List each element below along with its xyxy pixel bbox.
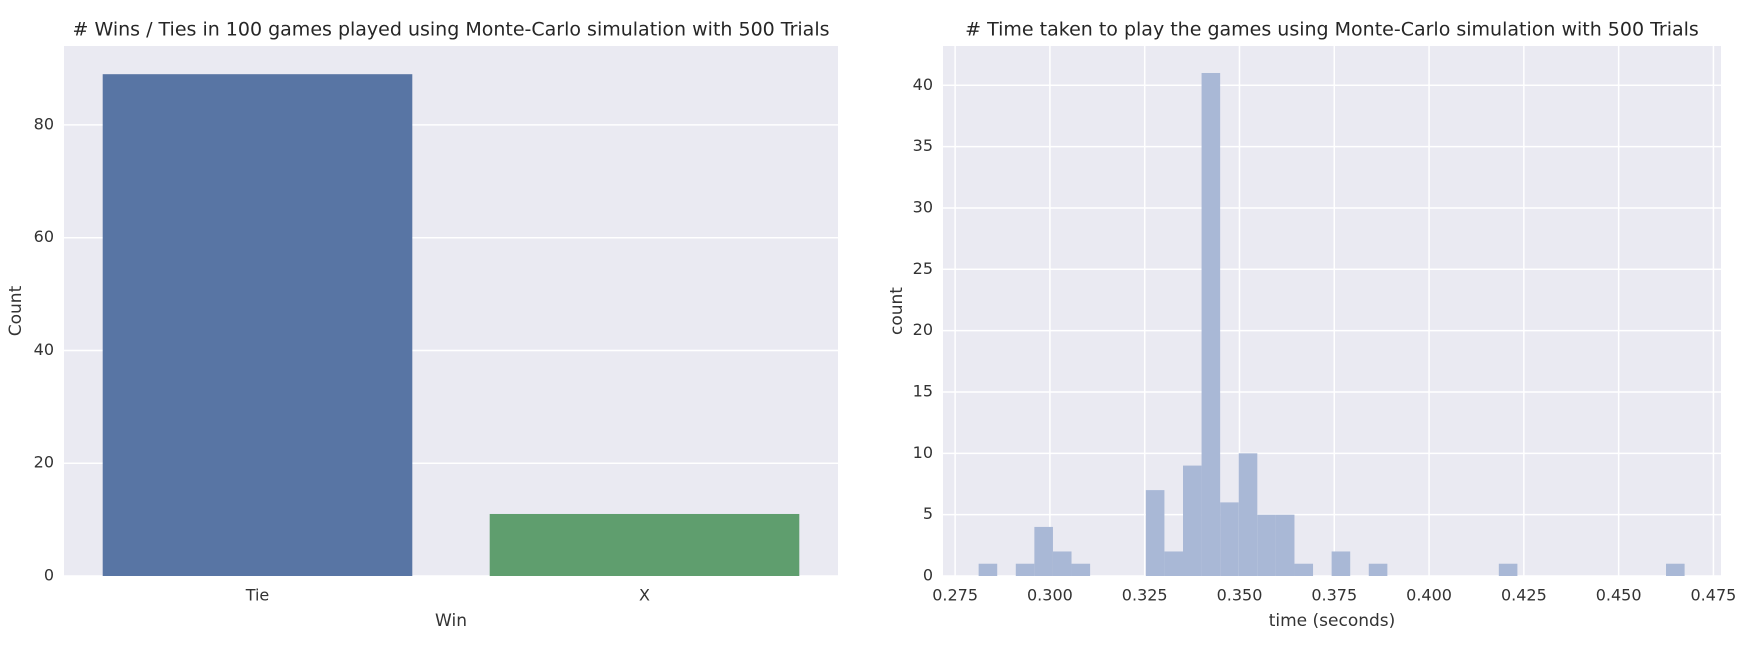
x-tick-label: 0.275 xyxy=(932,586,978,605)
histogram-bar xyxy=(1164,551,1183,576)
histogram-bar xyxy=(978,563,998,576)
histogram-bar xyxy=(1294,563,1314,576)
chart-title: # Wins / Ties in 100 games played using … xyxy=(72,19,829,41)
histogram-bar xyxy=(1275,514,1295,576)
x-tick-label: Tie xyxy=(245,586,270,605)
y-tick-label: 35 xyxy=(913,136,933,155)
x-tick-label: 0.300 xyxy=(1027,586,1073,605)
y-tick-label: 60 xyxy=(34,227,54,246)
x-tick-label: 0.350 xyxy=(1217,586,1263,605)
histogram-bar xyxy=(1015,563,1035,576)
y-tick-label: 40 xyxy=(913,75,933,94)
y-tick-label: 40 xyxy=(34,340,54,359)
y-tick-label: 80 xyxy=(34,114,54,133)
x-tick-label: 0.475 xyxy=(1691,586,1737,605)
plot-area xyxy=(943,46,1721,576)
y-axis-label: count xyxy=(887,287,907,335)
x-tick-label: 0.400 xyxy=(1406,586,1452,605)
x-tick-label: 0.450 xyxy=(1596,586,1642,605)
x-axis-label: Win xyxy=(435,611,467,631)
x-tick-label: 0.325 xyxy=(1122,586,1168,605)
histogram-bar xyxy=(1257,514,1276,576)
y-tick-label: 25 xyxy=(913,259,933,278)
x-axis-label: time (seconds) xyxy=(1269,611,1396,631)
x-tick-label: 0.425 xyxy=(1501,586,1547,605)
x-tick-label: X xyxy=(639,586,650,605)
y-tick-label: 20 xyxy=(913,320,933,339)
chart-title: # Time taken to play the games using Mon… xyxy=(965,19,1699,41)
y-tick-label: 15 xyxy=(913,381,933,400)
y-tick-label: 0 xyxy=(44,566,54,585)
histogram-bar xyxy=(1238,453,1258,576)
histogram-bar xyxy=(1182,465,1202,576)
histogram-bar xyxy=(1331,551,1351,576)
histogram-bar xyxy=(1071,563,1091,576)
bar xyxy=(489,513,800,576)
y-axis-label: Count xyxy=(6,285,26,336)
histogram-bar xyxy=(1368,563,1388,576)
histogram-bar xyxy=(1052,551,1072,576)
histogram-bar xyxy=(1666,563,1685,576)
bar xyxy=(102,74,413,576)
histogram-bar xyxy=(1498,563,1518,576)
x-tick-label: 0.375 xyxy=(1311,586,1357,605)
histogram-bar xyxy=(1145,490,1165,576)
histogram-bar xyxy=(1034,526,1053,576)
histogram-bar xyxy=(1201,72,1221,577)
y-tick-label: 10 xyxy=(913,443,933,462)
histogram-bar xyxy=(1220,502,1239,576)
y-tick-label: 30 xyxy=(913,197,933,216)
y-tick-label: 20 xyxy=(34,453,54,472)
y-tick-label: 5 xyxy=(923,504,933,523)
y-tick-label: 0 xyxy=(923,566,933,585)
